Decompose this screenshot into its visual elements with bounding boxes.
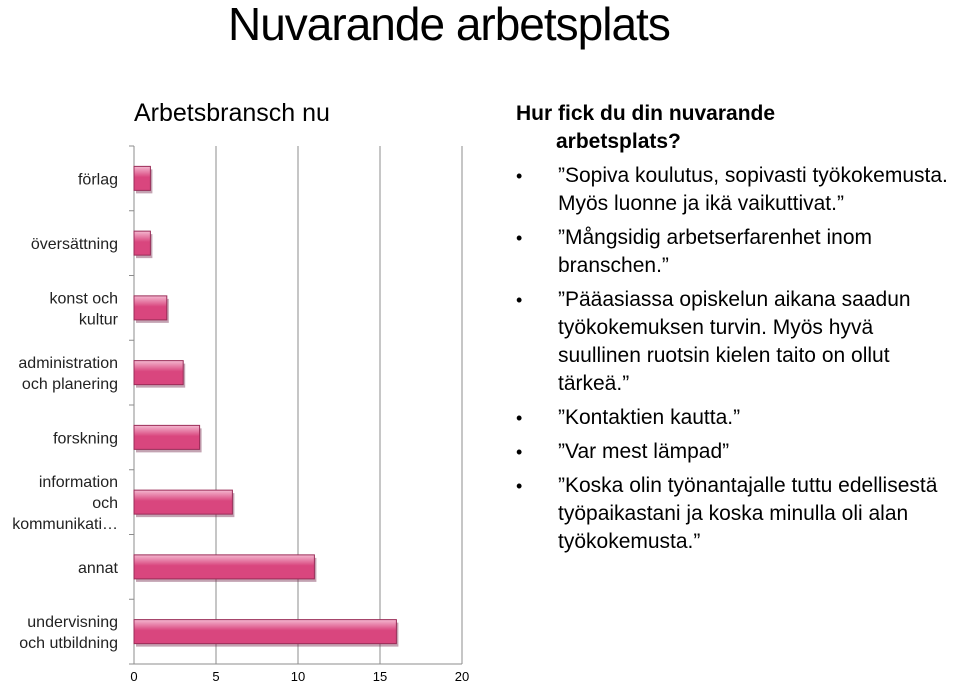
gridlines: [215, 146, 463, 664]
bar-5: [133, 489, 233, 515]
x-tick-label: 5: [212, 669, 219, 684]
x-tick-label: 0: [130, 669, 137, 684]
answer-item: ”Mångsidig arbetserfarenhet inom bransch…: [516, 224, 960, 280]
slide-title: Nuvarande arbetsplats: [228, 0, 671, 50]
x-tick-labels: 0 5 10 15 20: [130, 669, 469, 684]
bar-2: [133, 295, 168, 321]
category-label: konst och kultur: [50, 290, 119, 328]
x-tick-label: 20: [455, 669, 469, 684]
bar-0: [133, 165, 151, 191]
question-line-1: Hur fick du din nuvarande: [516, 102, 776, 125]
category-label: undervisning och utbildning: [19, 614, 118, 652]
question-line-2: arbetsplats?: [556, 130, 681, 153]
answers-panel: Hur fick du din nuvarande arbetsplats? ”…: [516, 100, 960, 562]
answer-item: ”Var mest lämpad”: [516, 438, 960, 466]
bars: [133, 165, 399, 647]
category-label: översättning: [31, 236, 118, 253]
answer-list: ”Sopiva koulutus, sopivasti työkokemusta…: [516, 162, 960, 556]
category-label: förlag: [78, 171, 118, 188]
bar-6: [133, 554, 315, 580]
category-label: annat: [78, 560, 119, 577]
question-heading: Hur fick du din nuvarande arbetsplats?: [516, 100, 960, 156]
category-label: forskning: [53, 430, 118, 447]
bar-1: [133, 230, 151, 256]
answer-item: ”Pääasiassa opiskelun aikana saadun työk…: [516, 286, 960, 398]
answer-item: ”Sopiva koulutus, sopivasti työkokemusta…: [516, 162, 960, 218]
bar-7: [133, 619, 397, 645]
bar-3: [133, 360, 184, 386]
x-tick-label: 10: [291, 669, 305, 684]
chart-title: Arbetsbransch nu: [134, 99, 330, 127]
x-tick-label: 15: [373, 669, 387, 684]
bar-4: [133, 424, 201, 450]
answer-item: ”Kontaktien kautta.”: [516, 404, 960, 432]
category-labels: förlag översättning konst och kultur adminis…: [12, 171, 118, 652]
category-label: information och kommunikati…: [12, 474, 118, 533]
category-label: administration och planering: [18, 355, 118, 393]
answer-item: ”Koska olin työnantajalle tuttu edellise…: [516, 472, 960, 556]
bar-chart: förlag översättning konst och kultur adminis…: [12, 145, 469, 684]
axes: [129, 145, 462, 665]
